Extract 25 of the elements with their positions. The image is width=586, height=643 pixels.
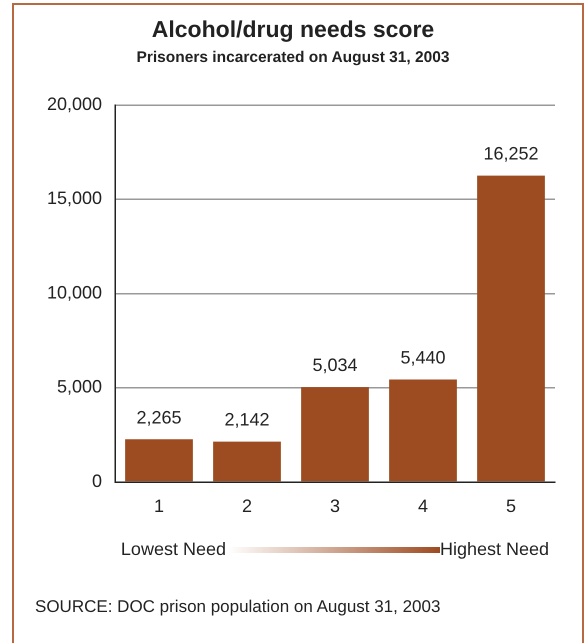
chart-subtitle: Prisoners incarcerated on August 31, 2003 — [136, 49, 450, 66]
source-note: SOURCE: DOC prison population on August 31, 2003 — [35, 597, 440, 618]
x-tick-label: 5 — [506, 496, 516, 516]
data-label: 5,034 — [312, 355, 358, 376]
data-label: 16,252 — [483, 144, 539, 164]
data-label: 2,142 — [224, 410, 270, 430]
bar — [477, 176, 545, 482]
y-tick-label: 20,000 — [46, 94, 102, 114]
bar — [213, 442, 281, 482]
x-tick-label: 1 — [154, 496, 164, 516]
bar — [301, 387, 369, 482]
x-tick-label: 3 — [330, 496, 340, 516]
chart-title: Alcohol/drug needs score — [150, 16, 436, 42]
y-tick-label: 5,000 — [56, 376, 102, 397]
text: Lowest Need — [120, 539, 226, 559]
x-tick-label: 4 — [418, 496, 428, 516]
bar — [125, 439, 193, 482]
bar — [389, 379, 457, 482]
data-label: 2,265 — [136, 407, 182, 428]
text: Highest Need — [440, 539, 550, 559]
y-tick-label: 0 — [92, 470, 102, 491]
y-tick-label: 10,000 — [46, 282, 102, 302]
x-tick-label: 2 — [242, 496, 252, 516]
y-tick-label: 15,000 — [46, 188, 102, 208]
data-label: 5,440 — [400, 347, 446, 368]
